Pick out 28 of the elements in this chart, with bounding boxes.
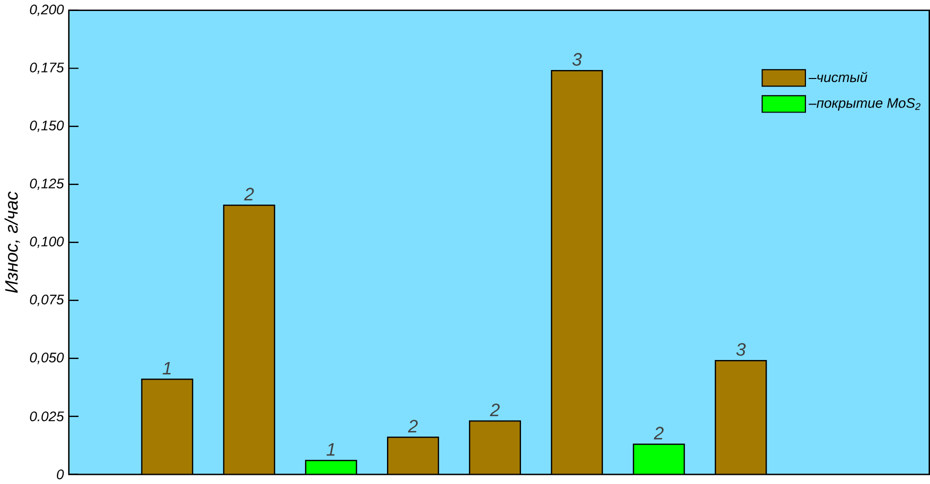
y-tick-label: 0,125 [30,178,64,190]
annotation: 2 [490,404,500,416]
y-tick-label: 0,200 [30,4,64,16]
y-tick-label: 0,050 [30,352,64,364]
y-tick-label: 0.025 [30,412,64,422]
y-tick-label: 0 [56,470,64,480]
annotation: 2 [654,426,664,440]
bar [223,204,276,474]
legend-label: –покрытие MoS$_{2}$ [808,98,920,111]
y-axis-title: Износ, г/час [4,192,20,293]
y-tick-label: 0,100 [30,236,64,248]
bar [550,70,603,474]
bar [305,460,358,474]
annotation: 3 [572,53,582,66]
y-tick-label: 0,175 [30,62,64,74]
legend-label: –чистый [808,72,868,82]
bar [141,378,194,474]
annotation: 2 [244,188,254,200]
bar [468,420,522,474]
y-tick-label: 0,075 [30,294,64,306]
bar [632,444,685,474]
annotation: 1 [162,362,171,374]
y-tick-label: 0,150 [30,120,64,132]
bar [714,360,767,474]
annotation: 2 [408,420,418,432]
bar [387,436,440,474]
annotation: 3 [736,343,746,356]
annotation: 1 [326,443,335,456]
